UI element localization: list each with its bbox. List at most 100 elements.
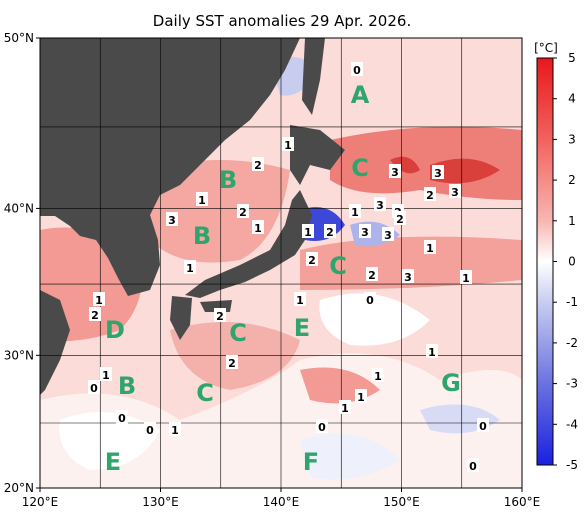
contour-label: 1 bbox=[186, 262, 194, 275]
contour-label: 2 bbox=[426, 189, 434, 202]
colorbar-tick-label: 3 bbox=[568, 132, 576, 146]
contour-label-box bbox=[355, 389, 367, 403]
y-tick-label: 30°N bbox=[4, 348, 34, 362]
contour-label-box bbox=[372, 368, 384, 382]
contour-label-box bbox=[426, 344, 438, 358]
contour-label-box bbox=[424, 240, 436, 254]
contour-label-box bbox=[477, 418, 489, 432]
contour-label: 2 bbox=[326, 226, 334, 239]
contour-label-box bbox=[366, 267, 378, 281]
contour-label-box bbox=[89, 307, 101, 321]
x-tick-label: 130°E bbox=[142, 495, 179, 509]
contour-label-box bbox=[144, 422, 156, 436]
contour-label-box bbox=[282, 137, 294, 151]
region-label: C bbox=[351, 154, 369, 182]
y-tick-label: 40°N bbox=[4, 201, 34, 215]
grid bbox=[40, 38, 522, 488]
land bbox=[40, 38, 300, 296]
contour-label: 1 bbox=[171, 424, 179, 437]
region-label: C bbox=[229, 319, 247, 347]
contour-label-box bbox=[359, 224, 371, 238]
contour-label: 2 bbox=[396, 213, 404, 226]
contour-label-box bbox=[339, 400, 351, 414]
contour-label: 0 bbox=[366, 294, 374, 307]
colorbar-tick-label: 1 bbox=[568, 214, 576, 228]
contour-label-box bbox=[449, 184, 461, 198]
land bbox=[290, 125, 345, 185]
contour-label-box bbox=[364, 292, 376, 306]
y-tick-label: 20°N bbox=[4, 481, 34, 495]
land bbox=[185, 190, 312, 298]
contour-label-box bbox=[214, 308, 226, 322]
colorbar-unit: [°C] bbox=[534, 41, 558, 55]
region-label: D bbox=[105, 316, 125, 344]
colorbar-tick-label: -5 bbox=[566, 458, 578, 472]
contour-label-box bbox=[432, 165, 444, 179]
contour-label-box bbox=[169, 422, 181, 436]
contour-label-box bbox=[467, 458, 479, 472]
contour-label: 0 bbox=[479, 420, 487, 433]
contour-label-box bbox=[294, 292, 306, 306]
contour-label-box bbox=[237, 204, 249, 218]
contour-label-box bbox=[394, 211, 406, 225]
colorbar-tick-label: -4 bbox=[566, 417, 578, 431]
contour-label: 3 bbox=[404, 271, 412, 284]
contour-label: 2 bbox=[308, 254, 316, 267]
region-label: G bbox=[441, 369, 461, 397]
colorbar-tick-label: -2 bbox=[566, 336, 578, 350]
contour-label-box bbox=[93, 292, 105, 306]
x-tick-label: 160°E bbox=[504, 495, 541, 509]
x-tick-label: 140°E bbox=[263, 495, 300, 509]
contour-label-box bbox=[382, 227, 394, 241]
colorbar-tick-label: -1 bbox=[566, 295, 578, 309]
contour-label-box bbox=[226, 355, 238, 369]
contour-label: 0 bbox=[469, 460, 477, 473]
colorbar-tick-label: -3 bbox=[566, 377, 578, 391]
contour-label-box bbox=[116, 410, 128, 424]
region-label: B bbox=[219, 166, 237, 194]
region-label: F bbox=[303, 448, 319, 476]
contour-label-box bbox=[88, 380, 100, 394]
contour-label: 1 bbox=[428, 346, 436, 359]
contour-label-box bbox=[389, 164, 401, 178]
contour-label-box bbox=[252, 220, 264, 234]
x-tick-label: 150°E bbox=[383, 495, 420, 509]
contour-label: 2 bbox=[239, 206, 247, 219]
contour-label: 1 bbox=[296, 294, 304, 307]
anomaly-area bbox=[330, 126, 522, 200]
contour-label: 2 bbox=[254, 159, 262, 172]
colorbar bbox=[536, 57, 554, 466]
contour-label: 1 bbox=[304, 226, 312, 239]
contour-label: 1 bbox=[198, 194, 206, 207]
colorbar-tick-label: 4 bbox=[568, 92, 576, 106]
contour-label: 1 bbox=[341, 402, 349, 415]
region-label: A bbox=[351, 81, 370, 109]
contour-label: 1 bbox=[374, 370, 382, 383]
y-tick-label: 50°N bbox=[4, 31, 34, 45]
contour-label-box bbox=[100, 367, 112, 381]
contour-label: 3 bbox=[434, 167, 442, 180]
contour-label: 1 bbox=[284, 139, 292, 152]
contour-label-box bbox=[424, 187, 436, 201]
contour-label-box bbox=[166, 212, 178, 226]
contour-label-box bbox=[184, 260, 196, 274]
anomaly-area bbox=[150, 160, 290, 263]
contour-label: 2 bbox=[216, 310, 224, 323]
contour-label-box bbox=[302, 224, 314, 238]
map: ACBBCDCEBCGEF012123133232132332121321121… bbox=[40, 38, 522, 488]
anomaly-area bbox=[300, 433, 400, 480]
contour-label: 1 bbox=[462, 272, 470, 285]
contour-label: 1 bbox=[426, 242, 434, 255]
contour-label-box bbox=[374, 197, 386, 211]
contour-label: 1 bbox=[102, 369, 110, 382]
colorbar-tick-label: 5 bbox=[568, 51, 576, 65]
contour-label-box bbox=[351, 62, 363, 76]
contour-label-box bbox=[196, 192, 208, 206]
region-label: B bbox=[118, 372, 136, 400]
labels: ACBBCDCEBCGEF012123133232132332121321121… bbox=[88, 62, 489, 476]
contour-label-box bbox=[349, 204, 361, 218]
contour-label-box bbox=[316, 419, 328, 433]
land bbox=[302, 38, 325, 115]
colorbar-tick-label: 0 bbox=[568, 255, 576, 269]
